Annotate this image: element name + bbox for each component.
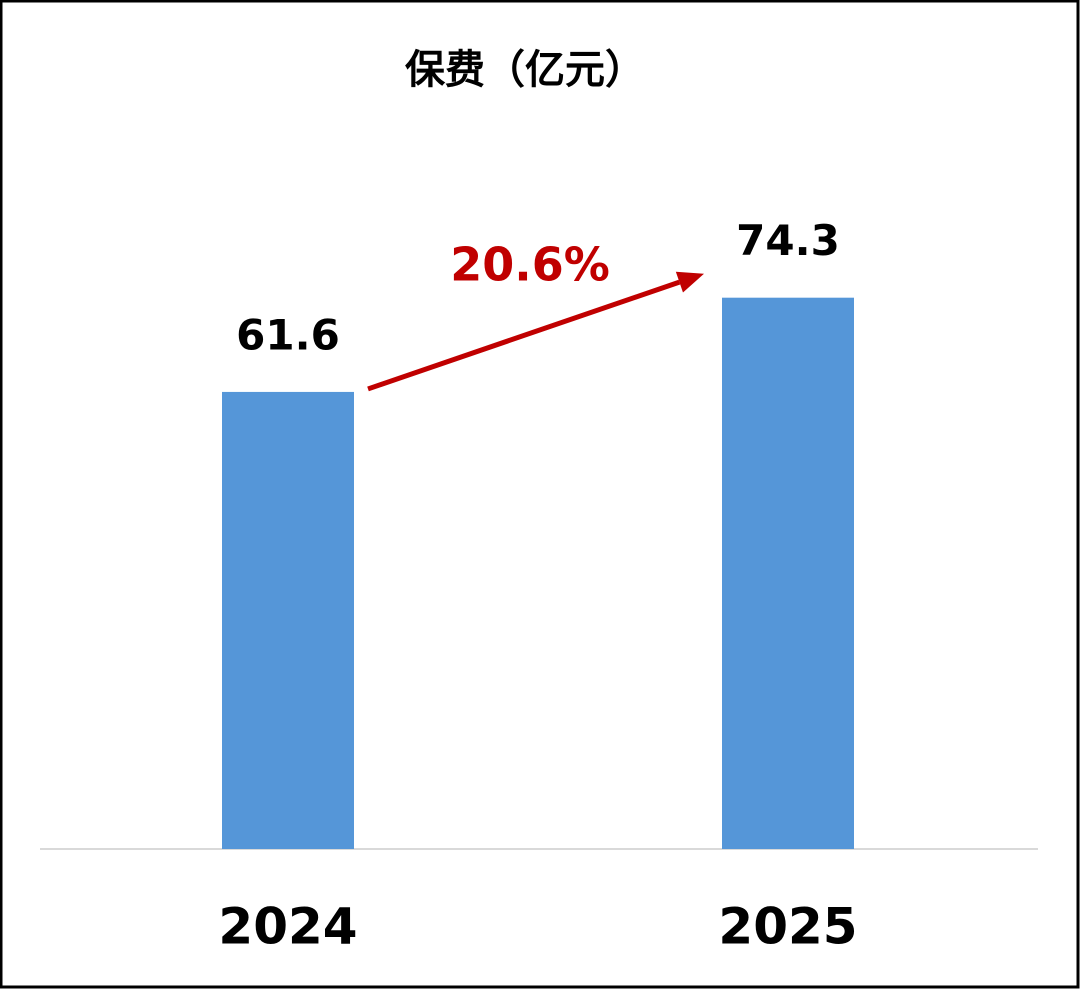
- bar: [722, 297, 854, 850]
- annotation: 20.6%: [450, 238, 610, 292]
- bar: [222, 391, 354, 849]
- arrow-head: [675, 271, 704, 293]
- arrow-shaft: [367, 279, 681, 392]
- chart-title: 保费（亿元）: [405, 47, 645, 93]
- value-label: 61.6: [236, 310, 340, 359]
- x-tick-label: 2025: [718, 898, 857, 956]
- x-tick-label: 2024: [218, 898, 357, 956]
- value-label: 74.3: [736, 216, 840, 265]
